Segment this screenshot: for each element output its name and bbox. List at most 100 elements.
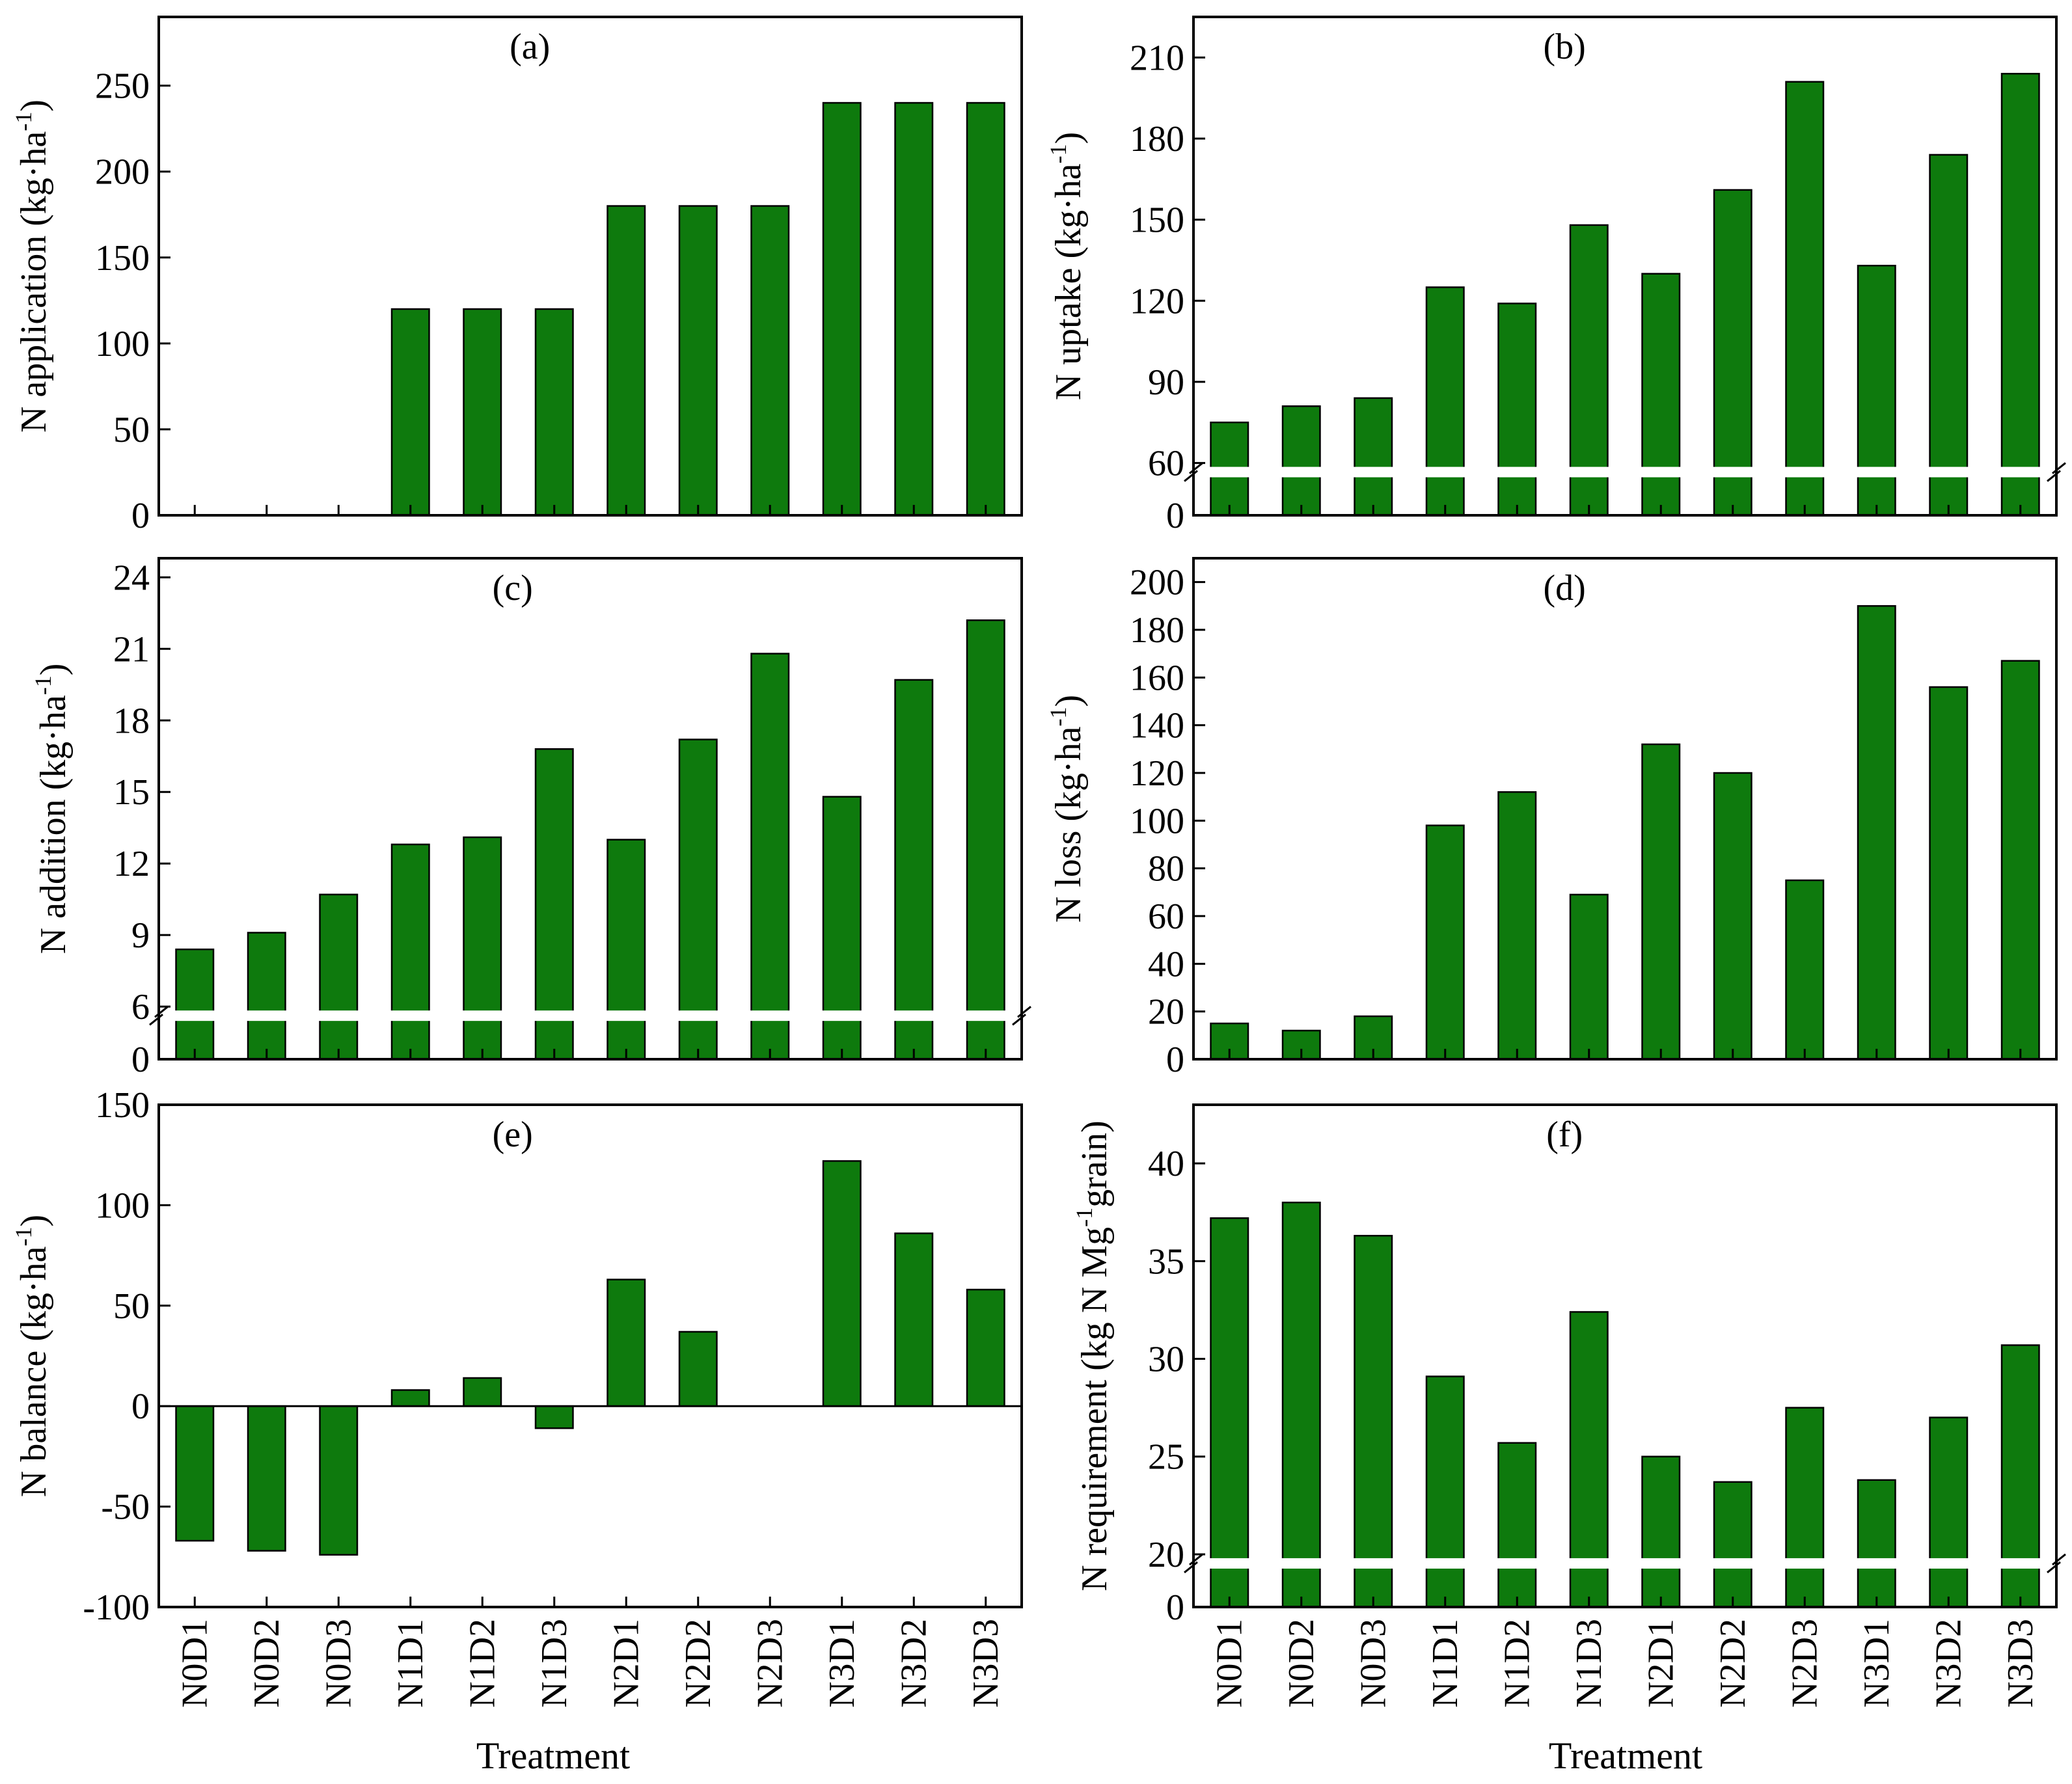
- x-tick-label: N3D2: [893, 1619, 934, 1708]
- y-tick-label: 120: [1130, 753, 1184, 794]
- y-tick-label: 9: [131, 915, 150, 956]
- bar-N3D3: [966, 619, 1005, 1061]
- bar-N0D2: [1281, 405, 1321, 517]
- bar-N3D1: [1857, 265, 1896, 517]
- y-tick-label: 90: [1148, 362, 1184, 403]
- bar-N2D3: [1785, 81, 1825, 517]
- x-tick-label: N2D2: [1713, 1619, 1753, 1708]
- panel-f: N0D1 N0D2 N0D3 N1D1 N1D2 N1D3 N2D1 N2D2 N2D3 N3D1…: [1071, 1103, 2066, 1708]
- bar-N2D3: [750, 205, 790, 517]
- x-tick-label: N3D3: [2000, 1619, 2041, 1708]
- bar-N2D1: [1641, 273, 1681, 517]
- bar-N1D2: [1497, 303, 1537, 517]
- axis-break-mark: [1184, 1561, 1198, 1574]
- y-tick-label: 60: [1148, 897, 1184, 937]
- y-tick-label: 0: [1166, 1588, 1184, 1628]
- x-tick-label: N0D1: [1209, 1619, 1249, 1708]
- y-tick-label: 21: [113, 629, 150, 669]
- y-tick-label: 120: [1130, 281, 1184, 321]
- x-tick-label: N3D2: [1928, 1619, 1969, 1708]
- x-tick-label: N2D1: [606, 1619, 646, 1708]
- y-tick-label: 50: [113, 410, 150, 450]
- bar-N2D1: [607, 839, 646, 1061]
- bar-N2D2: [1713, 189, 1752, 517]
- panel-title: (a): [510, 27, 550, 67]
- y-tick-label: 0: [131, 1386, 150, 1427]
- y-tick-label: 15: [113, 772, 150, 813]
- bar-N0D2: [1281, 1201, 1321, 1608]
- y-axis-label: N loss (kg·ha-1): [1045, 695, 1089, 923]
- y-tick-label: 180: [1130, 119, 1184, 159]
- plot-frame: [1192, 557, 2058, 1061]
- y-tick-label: 100: [95, 1185, 150, 1226]
- bar-N3D1: [822, 1160, 862, 1407]
- y-tick-label: 80: [1148, 849, 1184, 889]
- bar-N3D2: [1929, 154, 1969, 517]
- x-tick-label: N1D3: [534, 1619, 575, 1708]
- x-tick-label: N2D2: [678, 1619, 718, 1708]
- bar-N3D2: [894, 1232, 934, 1407]
- bar-N0D3: [319, 893, 359, 1061]
- axis-break-mark: [1189, 1553, 1203, 1566]
- y-tick-label: 35: [1148, 1241, 1184, 1282]
- axis-break-mark: [2052, 1553, 2066, 1566]
- y-axis-label: N application (kg·ha-1): [10, 100, 54, 433]
- y-tick-label: 100: [95, 324, 150, 364]
- x-tick-label: N1D1: [390, 1619, 431, 1708]
- bar-N2D1: [607, 205, 646, 517]
- bar-N3D2: [1929, 1416, 1969, 1608]
- bar-N0D3: [1354, 1235, 1393, 1608]
- y-tick-label: 160: [1130, 658, 1184, 698]
- axis-break-mark: [154, 1005, 169, 1018]
- bar-N1D1: [1425, 1375, 1465, 1608]
- y-tick-label: 0: [1166, 496, 1184, 536]
- bar-N2D2: [678, 738, 718, 1061]
- bar-N3D2: [894, 679, 934, 1061]
- bar-N3D1: [1857, 1479, 1896, 1608]
- panel-d: 0 20 40 60 80 100 120 140 160 180 200 (d) N loss (kg…: [1045, 557, 2058, 1080]
- y-tick-label: 180: [1130, 610, 1184, 651]
- x-tick-label: N1D1: [1425, 1619, 1465, 1708]
- y-tick-label: 210: [1130, 38, 1184, 78]
- x-tick-label: N0D3: [1353, 1619, 1393, 1708]
- bar-N1D1: [390, 1389, 430, 1407]
- y-tick-label: 40: [1148, 1144, 1184, 1184]
- bar-N3D3: [2000, 73, 2040, 517]
- y-tick-label: 0: [1166, 1040, 1184, 1080]
- bar-N2D1: [1641, 743, 1681, 1061]
- bar-N2D3: [1785, 1407, 1825, 1608]
- panel-title: (d): [1544, 568, 1586, 608]
- x-tick-label: N0D1: [174, 1619, 215, 1708]
- x-axis-title-left: Treatment: [476, 1735, 630, 1777]
- plot-frame: [1192, 1103, 2058, 1608]
- x-axis-title-right: Treatment: [1549, 1735, 1702, 1777]
- y-tick-label: 20: [1148, 1535, 1184, 1575]
- y-tick-label: 100: [1130, 801, 1184, 841]
- y-tick-label: 200: [1130, 563, 1184, 603]
- axis-break-mark: [1012, 1013, 1026, 1026]
- x-tick-label: N0D3: [318, 1619, 359, 1708]
- bar-N2D1: [1641, 1455, 1681, 1608]
- axis-break-mark: [1184, 470, 1198, 482]
- plot-frame: [1192, 16, 2058, 517]
- panel-e: N0D1 N0D2 N0D3 N1D1 N1D2 N1D3 N2D1 N2D2 N2D3 N3D1…: [10, 1085, 1023, 1708]
- panel-title: (f): [1546, 1115, 1583, 1155]
- x-tick-label: N3D3: [966, 1619, 1006, 1708]
- y-tick-label: 0: [131, 1040, 150, 1080]
- axis-break-mark: [2052, 462, 2066, 474]
- bar-N1D2: [463, 1377, 502, 1407]
- bar-N3D3: [2000, 660, 2040, 1061]
- bar-N0D3: [319, 1405, 359, 1556]
- bar-N1D1: [390, 308, 430, 517]
- x-tick-label: N2D3: [1784, 1619, 1825, 1708]
- axis-break-band: [1191, 466, 2059, 478]
- y-axis-label: N requirement (kg N Mg-1grain): [1071, 1120, 1115, 1591]
- panel-title: (b): [1544, 27, 1586, 67]
- x-tick-label: N0D2: [247, 1619, 287, 1708]
- bar-N3D1: [822, 101, 862, 517]
- panel-c: 0 6 9 12 15 18 21 24 (c) N addition (kg·ha-1): [30, 557, 1031, 1080]
- bar-N1D1: [390, 843, 430, 1061]
- bar-N2D1: [607, 1278, 646, 1407]
- plot-frame: [157, 557, 1023, 1061]
